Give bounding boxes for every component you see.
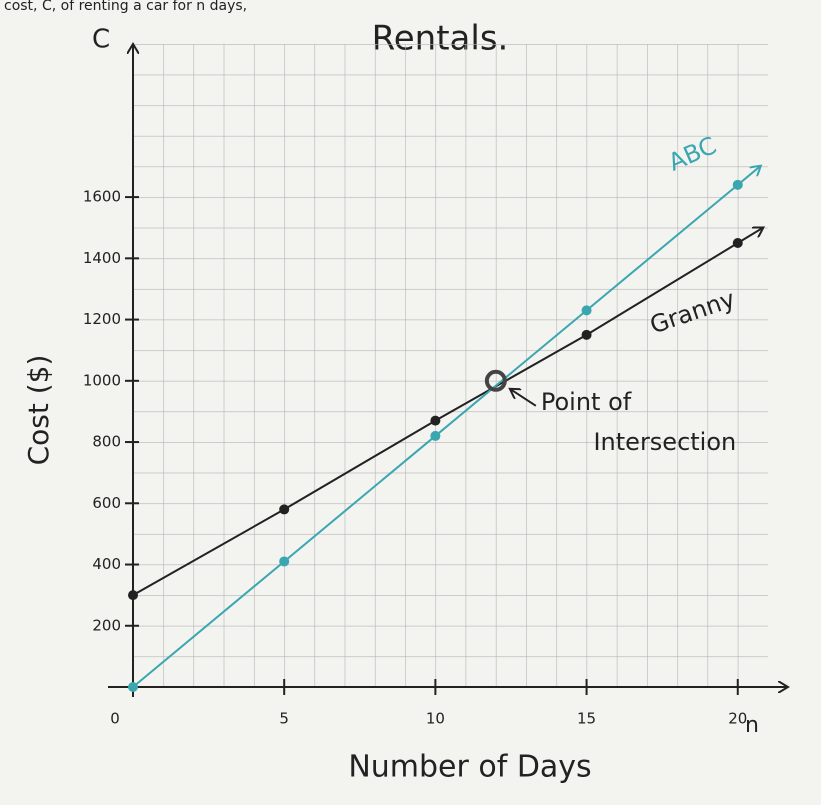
data-point — [733, 238, 743, 248]
y-tick-label: 1600 — [83, 188, 121, 206]
y-axis-letter: C — [92, 25, 110, 55]
y-tick-label: 200 — [92, 616, 121, 634]
x-axis-label: Number of Days — [348, 750, 591, 785]
x-tick-label: 15 — [577, 710, 596, 728]
y-tick-label: 600 — [92, 494, 121, 512]
x-tick-label: 10 — [426, 710, 445, 728]
data-point — [430, 431, 440, 441]
data-point — [430, 416, 440, 426]
annotation-line: Point of — [541, 388, 632, 416]
data-point — [128, 682, 138, 692]
x-tick-label: 5 — [279, 710, 289, 728]
data-point — [279, 504, 289, 514]
annotation-line: Intersection — [586, 428, 736, 456]
y-axis-label: Cost ($) — [22, 355, 55, 466]
header-text: cost, C, of renting a car for n days, — [4, 0, 247, 14]
y-tick-label: 1000 — [83, 371, 121, 389]
x-tick-label: 0 — [110, 710, 120, 728]
grid-paper — [133, 44, 768, 687]
data-point — [733, 180, 743, 190]
chart: cost, C, of renting a car for n days, Re… — [0, 0, 821, 805]
y-tick-label: 400 — [92, 555, 121, 573]
x-tick-label: 20 — [728, 710, 747, 728]
data-point — [279, 556, 289, 566]
data-point — [582, 305, 592, 315]
y-tick-label: 800 — [92, 433, 121, 451]
page: cost, C, of renting a car for n days, Re… — [0, 0, 821, 805]
data-point — [128, 590, 138, 600]
y-tick-label: 1400 — [83, 249, 121, 267]
y-tick-label: 1200 — [83, 310, 121, 328]
data-point — [582, 330, 592, 340]
